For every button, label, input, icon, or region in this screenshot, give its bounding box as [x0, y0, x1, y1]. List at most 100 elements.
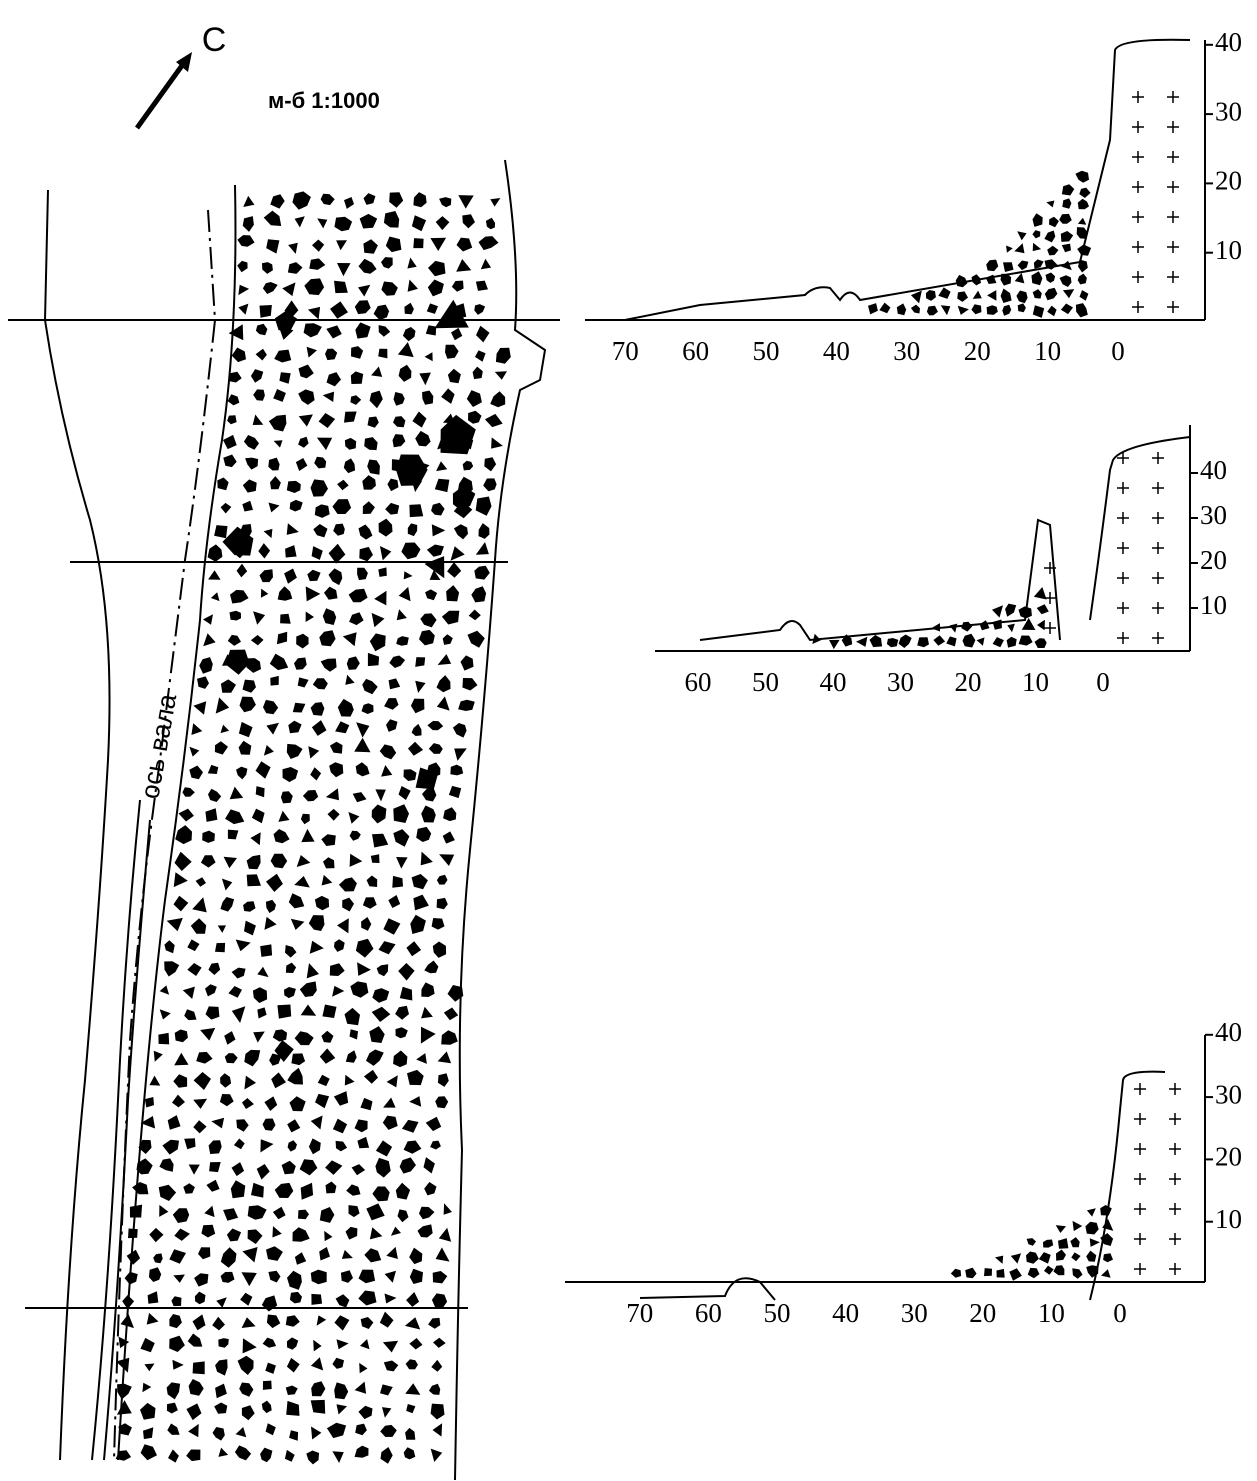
stone [946, 636, 956, 646]
bedrock-cross [1117, 482, 1129, 494]
stone [339, 877, 357, 891]
stone [398, 963, 414, 981]
stone [443, 807, 456, 821]
stone [378, 349, 387, 359]
stone [927, 306, 938, 316]
stone [117, 1400, 132, 1415]
stone [349, 1205, 360, 1217]
stone [379, 941, 396, 954]
stone [273, 389, 286, 402]
stone [160, 1009, 171, 1019]
stone [1002, 305, 1011, 316]
stone [313, 524, 327, 537]
bedrock-cross [1169, 1233, 1181, 1245]
stone [287, 481, 301, 493]
stone [266, 900, 276, 913]
stone [409, 1338, 422, 1350]
stone [282, 282, 295, 296]
stone [1006, 246, 1013, 253]
stone [247, 874, 261, 886]
stone [436, 216, 450, 230]
outer-edge [45, 190, 110, 1460]
stone [1046, 201, 1054, 208]
stone [337, 480, 349, 491]
stone [172, 1360, 183, 1370]
stone [244, 435, 259, 450]
stone [366, 1050, 384, 1066]
stone [1062, 184, 1074, 195]
stone [461, 655, 474, 670]
stone [476, 326, 490, 343]
x-tick-label: 60 [685, 667, 712, 697]
stone [191, 918, 206, 934]
stone [221, 1272, 235, 1283]
stone [326, 788, 339, 800]
stone [353, 792, 367, 802]
stone [389, 192, 403, 207]
stone [1044, 231, 1055, 243]
stone [389, 678, 401, 689]
bedrock-cross [1152, 632, 1164, 644]
stone [193, 1120, 206, 1133]
stone [1016, 291, 1027, 304]
stone [887, 638, 898, 647]
stone [221, 1247, 237, 1268]
stone [415, 681, 425, 693]
stone [356, 722, 369, 737]
stone [424, 1182, 436, 1195]
stone [371, 854, 380, 863]
stone [256, 786, 265, 797]
stone [299, 414, 313, 426]
stone [1070, 1237, 1079, 1247]
stone [328, 809, 340, 821]
stone [1047, 246, 1058, 256]
stone [186, 1450, 200, 1462]
x-tick-label: 30 [893, 336, 920, 366]
stone [971, 304, 981, 314]
stone [357, 568, 368, 580]
stone [327, 372, 342, 386]
stone [227, 1229, 241, 1242]
stone [1101, 1269, 1111, 1277]
stone [386, 719, 398, 732]
bedrock-cross [1134, 1203, 1146, 1215]
stone [264, 1096, 277, 1111]
axis-label: ось вала [134, 691, 182, 801]
stone [315, 1094, 329, 1108]
stone [277, 1005, 291, 1019]
stone [224, 857, 237, 869]
stone [257, 1164, 270, 1180]
stone [306, 1451, 319, 1465]
stone [175, 825, 192, 844]
bedrock-cross [1132, 271, 1144, 283]
stone [285, 945, 297, 958]
stone [231, 1180, 246, 1198]
stone [187, 963, 201, 976]
stone [173, 1074, 187, 1088]
stone [285, 1450, 295, 1462]
stone [287, 1271, 302, 1290]
stone [486, 218, 495, 229]
stone [432, 1293, 447, 1308]
stone [202, 831, 215, 843]
stone [372, 805, 387, 824]
bedrock-cross [1167, 301, 1179, 313]
stone [491, 437, 503, 448]
x-tick-label: 50 [753, 336, 780, 366]
bedrock-cross [1132, 121, 1144, 133]
stone [262, 1295, 277, 1311]
stone [370, 1227, 383, 1239]
stone [216, 697, 230, 713]
stone [345, 438, 356, 450]
stone [384, 1361, 399, 1372]
stone [926, 290, 936, 301]
stone [410, 915, 426, 934]
stone [263, 1381, 272, 1390]
bedrock-cross [1134, 1233, 1146, 1245]
stone [496, 348, 511, 364]
y-tick-label: 20 [1200, 545, 1227, 575]
stone [256, 324, 268, 336]
stone [383, 1341, 398, 1353]
stone [236, 1427, 247, 1437]
stone [121, 1314, 135, 1328]
